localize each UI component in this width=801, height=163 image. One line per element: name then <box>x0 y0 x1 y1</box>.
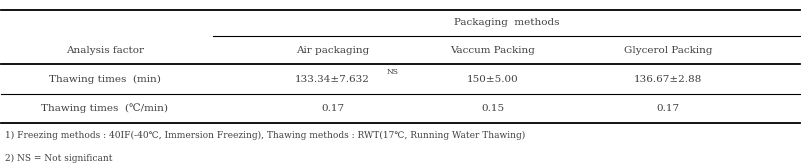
Text: Packaging  methods: Packaging methods <box>453 18 559 28</box>
Text: NS: NS <box>387 68 399 76</box>
Text: 0.17: 0.17 <box>657 104 680 113</box>
Text: 136.67±2.88: 136.67±2.88 <box>634 74 702 83</box>
Text: 0.15: 0.15 <box>481 104 504 113</box>
Text: Air packaging: Air packaging <box>296 46 369 55</box>
Text: Glycerol Packing: Glycerol Packing <box>624 46 713 55</box>
Text: 1) Freezing methods : 40IF(-40℃, Immersion Freezing), Thawing methods : RWT(17℃,: 1) Freezing methods : 40IF(-40℃, Immersi… <box>5 131 525 140</box>
Text: Thawing times  (min): Thawing times (min) <box>49 74 160 84</box>
Text: 2) NS = Not significant: 2) NS = Not significant <box>5 154 112 163</box>
Text: 133.34±7.632: 133.34±7.632 <box>295 74 370 83</box>
Text: Thawing times  (℃/min): Thawing times (℃/min) <box>41 104 168 113</box>
Text: 150±5.00: 150±5.00 <box>466 74 518 83</box>
Text: 0.17: 0.17 <box>321 104 344 113</box>
Text: Analysis factor: Analysis factor <box>66 46 143 55</box>
Text: Vaccum Packing: Vaccum Packing <box>450 46 535 55</box>
